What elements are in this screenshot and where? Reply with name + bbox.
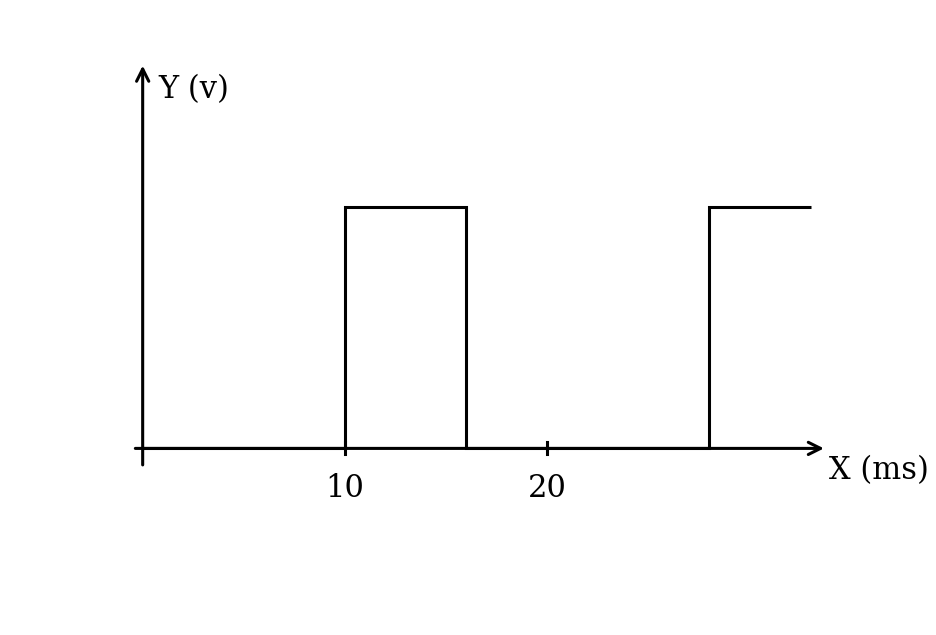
Text: 10: 10 [326, 472, 364, 504]
Text: 20: 20 [528, 472, 567, 504]
Text: Y (v): Y (v) [159, 74, 229, 105]
Text: X (ms): X (ms) [828, 455, 929, 486]
